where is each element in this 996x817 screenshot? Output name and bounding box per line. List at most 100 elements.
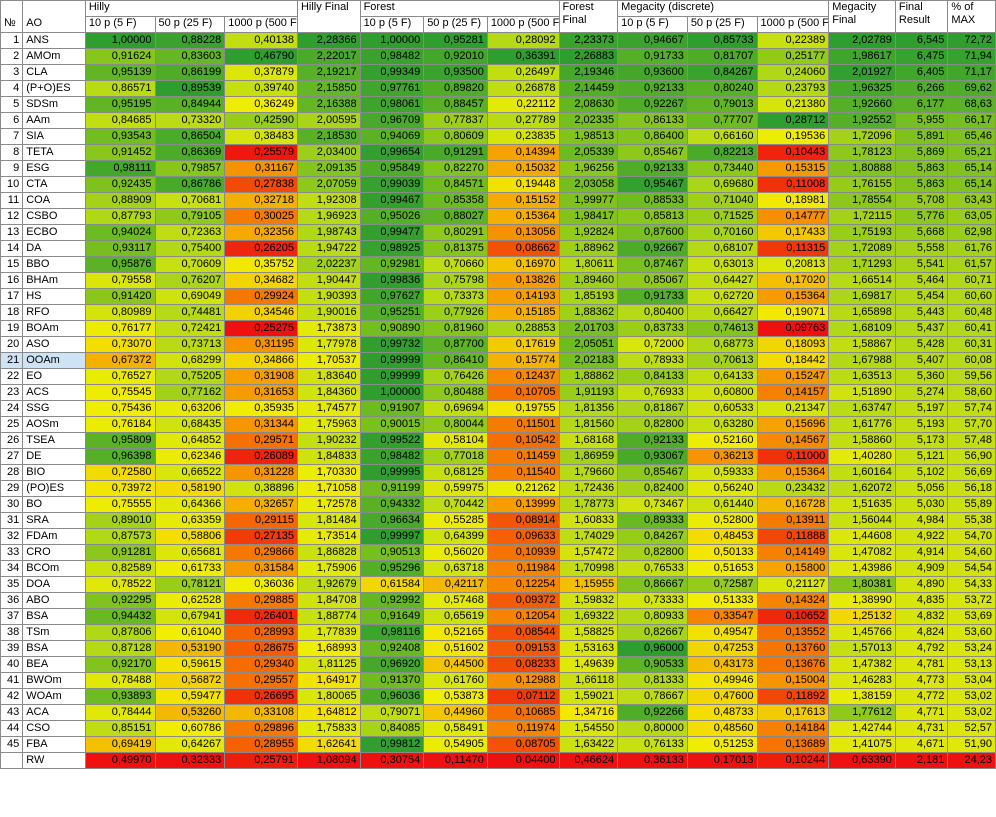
megacity-10p: 0,83733 (617, 320, 688, 337)
hilly-10p: 0,92295 (84, 592, 156, 609)
hilly-1000p: 0,31195 (224, 336, 298, 353)
hilly-50p: 0,86369 (154, 144, 226, 161)
table-row: 29 (PO)ES 0,73972 0,58190 0,38896 1,71058 0,91… (0, 480, 996, 497)
final-result: 5,454 (894, 288, 949, 305)
hilly-1000p: 0,38896 (224, 480, 298, 497)
megacity-10p: 0,93600 (617, 64, 688, 81)
megacity-final: 1,92552 (828, 112, 896, 129)
hilly-10p: 0,79558 (84, 272, 156, 289)
megacity-50p: 0,52800 (686, 512, 758, 529)
hilly-10p: 0,69419 (84, 736, 156, 753)
table-row: 26 TSEA 0,95809 0,64852 0,29571 1,90232 0,9952… (0, 432, 996, 449)
megacity-final: 1,47382 (828, 656, 896, 673)
hilly-final: 1,73873 (296, 320, 361, 337)
hilly-final: 1,90232 (296, 432, 361, 449)
pct-of-max: 56,90 (947, 448, 996, 465)
hilly-10p: 0,73972 (84, 480, 156, 497)
pct-of-max: 53,02 (947, 704, 996, 721)
ao-name: OOAm (22, 352, 86, 369)
final-result: 4,771 (894, 704, 949, 721)
hilly-final: 1,81125 (296, 656, 361, 673)
row-number: 40 (0, 656, 24, 673)
forest-1000p: 0,22112 (486, 96, 560, 113)
pct-of-max: 65,21 (947, 144, 996, 161)
megacity-final: 1,72089 (828, 240, 896, 257)
hilly-final: 1,62641 (296, 736, 361, 753)
table-row: 43 ACA 0,78444 0,53260 0,33108 1,64812 0,79071… (0, 704, 996, 721)
forest-final: 1,54550 (558, 720, 619, 737)
forest-1000p: 0,26497 (486, 64, 560, 81)
megacity-10p: 0,96000 (617, 640, 688, 657)
hilly-final: 1,75963 (296, 416, 361, 433)
megacity-10p: 0,87467 (617, 256, 688, 273)
row-number: 30 (0, 496, 24, 513)
forest-10p: 1,00000 (359, 384, 425, 401)
hilly-1000p: 0,37879 (224, 64, 298, 81)
forest-1000p: 0,10542 (486, 432, 560, 449)
forest-final: 1,98417 (558, 208, 619, 225)
megacity-10p: 0,84267 (617, 528, 688, 545)
table-row: 8 TETA 0,91452 0,86369 0,25579 2,03400 0,99654… (0, 144, 996, 161)
ao-name: RFO (22, 304, 86, 321)
row-number: 19 (0, 320, 24, 337)
hilly-50p: 0,58190 (154, 480, 226, 497)
forest-1000p: 0,16970 (486, 256, 560, 273)
forest-50p: 0,75798 (423, 272, 488, 289)
forest-final: 1,92824 (558, 224, 619, 241)
megacity-1000p: 0,21347 (756, 400, 830, 417)
forest-10p: 0,79071 (359, 704, 425, 721)
hilly-50p: 0,70681 (154, 192, 226, 209)
megacity-10p: 0,73333 (617, 592, 688, 609)
megacity-10p: 0,92133 (617, 160, 688, 177)
hilly-final: 2,19217 (296, 64, 361, 81)
hilly-10p: 0,76527 (84, 368, 156, 385)
megacity-10p: 0,88533 (617, 192, 688, 209)
forest-50p: 0,82270 (423, 160, 488, 177)
forest-50p: 0,89820 (423, 80, 488, 97)
megacity-1000p: 0,10244 (756, 752, 830, 769)
megacity-50p: 0,71525 (686, 208, 758, 225)
hilly-1000p: 0,27838 (224, 176, 298, 193)
megacity-10p: 0,81333 (617, 672, 688, 689)
forest-50p: 0,59975 (423, 480, 488, 497)
pct-of-max: 65,46 (947, 128, 996, 145)
pct-of-max: 58,60 (947, 384, 996, 401)
ao-name: (P+O)ES (22, 80, 86, 97)
row-number: 6 (0, 112, 24, 129)
megacity-10p: 0,85467 (617, 144, 688, 161)
row-number: 45 (0, 736, 24, 753)
megacity-1000p: 0,17613 (756, 704, 830, 721)
forest-1000p: 0,15185 (486, 304, 560, 321)
row-number: 1 (0, 32, 24, 49)
megacity-1000p: 0,13689 (756, 736, 830, 753)
megacity-final: 1,45766 (828, 624, 896, 641)
ao-name: WOAm (22, 688, 86, 705)
table-row: 31 SRA 0,89010 0,63359 0,29115 1,81484 0,96634… (0, 512, 996, 529)
final-result: 5,541 (894, 256, 949, 273)
megacity-10p: 0,78933 (617, 352, 688, 369)
header-no: № (0, 16, 24, 33)
forest-50p: 0,93500 (423, 64, 488, 81)
megacity-1000p: 0,14184 (756, 720, 830, 737)
hilly-1000p: 0,31167 (224, 160, 298, 177)
table-row: 3 CLA 0,95139 0,86199 0,37879 2,19217 0,99349 0… (0, 64, 996, 81)
forest-10p: 0,91907 (359, 400, 425, 417)
final-result: 5,274 (894, 384, 949, 401)
megacity-50p: 0,84267 (686, 64, 758, 81)
hilly-50p: 0,64267 (154, 736, 226, 753)
megacity-10p: 0,92266 (617, 704, 688, 721)
megacity-10p: 0,92133 (617, 432, 688, 449)
megacity-final: 1,65898 (828, 304, 896, 321)
hilly-final: 1,75833 (296, 720, 361, 737)
forest-50p: 0,86410 (423, 352, 488, 369)
final-result: 5,776 (894, 208, 949, 225)
megacity-50p: 0,56240 (686, 480, 758, 497)
forest-final: 1,78773 (558, 496, 619, 513)
forest-10p: 0,99467 (359, 192, 425, 209)
header-megacity-final: Megacity Final (828, 0, 896, 33)
megacity-50p: 0,33547 (686, 608, 758, 625)
megacity-final: 1,41075 (828, 736, 896, 753)
forest-final: 1,79660 (558, 464, 619, 481)
hilly-50p: 0,79857 (154, 160, 226, 177)
megacity-10p: 0,82667 (617, 624, 688, 641)
